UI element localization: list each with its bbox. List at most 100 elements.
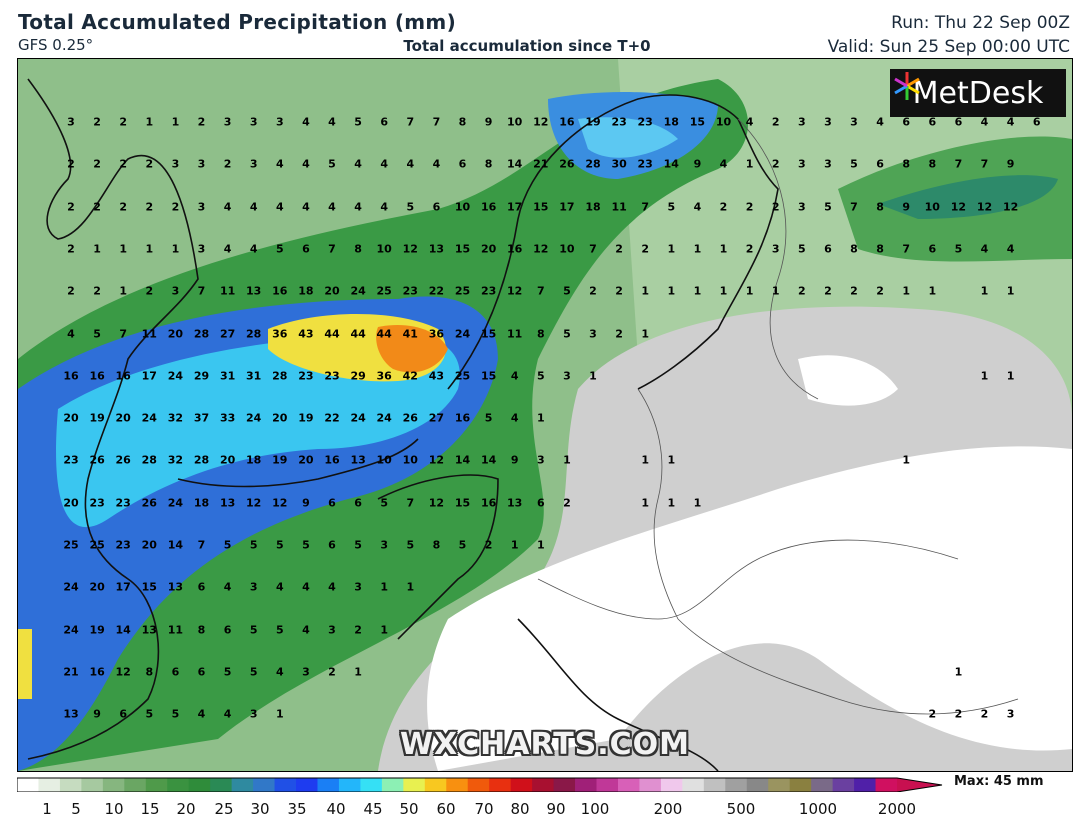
grid-value: 2 (223, 157, 232, 171)
legend-swatch (639, 778, 662, 792)
legend-colorbar (17, 777, 943, 792)
legend-swatch (59, 778, 82, 792)
grid-value: 1 (171, 242, 180, 256)
grid-value: 24 (350, 411, 366, 425)
grid-value: 12 (1002, 200, 1019, 214)
grid-value: 5 (824, 200, 832, 214)
grid-value: 10 (402, 453, 418, 467)
grid-value: 2 (589, 284, 597, 298)
grid-value: 18 (246, 453, 262, 467)
grid-value: 2 (119, 200, 128, 214)
grid-value: 3 (589, 327, 597, 340)
grid-value: 8 (432, 538, 441, 552)
legend-swatch (424, 778, 447, 792)
grid-value: 2 (615, 327, 623, 340)
grid-value: 4 (328, 580, 336, 594)
coastline-west (27, 78, 199, 760)
grid-value: 12 (428, 453, 445, 467)
grid-value: 36 (272, 327, 288, 340)
grid-value: 10 (715, 115, 732, 129)
legend-tick-label: 1000 (798, 800, 838, 818)
grid-value: 7 (328, 242, 336, 256)
grid-value: 2 (119, 157, 128, 171)
border-line-2 (737, 118, 819, 400)
grid-value: 13 (507, 496, 523, 510)
grid-value: 3 (797, 157, 806, 171)
grid-value: 5 (171, 707, 180, 721)
grid-value: 41 (402, 327, 418, 340)
grid-value: 3 (328, 623, 336, 637)
map-fields (18, 59, 1072, 771)
grid-value: 7 (902, 242, 911, 256)
grid-value: 11 (219, 284, 236, 298)
grid-value: 16 (324, 453, 340, 467)
precipitation-map: 3 2 2 1 1 2 3 3 3 4 4 5 6 7 7 8 9 10 12 16 19 23 23 18 15 10 4 2 3 3 3… (17, 58, 1073, 772)
grid-value: 4 (223, 242, 232, 256)
grid-value: 16 (89, 369, 105, 383)
grid-value: 2 (850, 284, 858, 298)
grid-value: 4 (197, 707, 206, 721)
legend-tick-label: 20 (176, 800, 196, 818)
grid-value: 7 (406, 115, 415, 129)
grid-value: 18 (585, 200, 601, 214)
legend-tick-label: 60 (436, 800, 456, 818)
grid-value: 14 (167, 538, 184, 552)
grid-value: 28 (193, 453, 210, 467)
grid-value: 3 (171, 157, 180, 171)
grid-value: 20 (141, 538, 157, 552)
legend-swatch (274, 778, 297, 792)
grid-value: 19 (272, 453, 288, 467)
grid-value: 3 (249, 115, 258, 129)
grid-value: 37 (193, 411, 210, 425)
grid-value: 24 (63, 623, 79, 637)
grid-value: 4 (354, 200, 362, 214)
watermark: WXCHARTS.COM (399, 727, 691, 762)
grid-value: 2 (928, 707, 937, 721)
grid-value: 15 (141, 580, 157, 594)
chart-title: Total Accumulated Precipitation (mm) (18, 10, 457, 34)
grid-value: 14 (663, 157, 679, 171)
grid-value: 1 (93, 242, 101, 256)
legend-tick-label: 30 (250, 800, 270, 818)
legend-swatch (596, 778, 619, 792)
grid-value: 5 (328, 157, 336, 171)
grid-value: 6 (328, 496, 336, 510)
grid-value: 10 (376, 453, 392, 467)
grid-value: 6 (171, 665, 180, 679)
grid-value: 19 (89, 623, 105, 637)
grid-value: 3 (249, 580, 258, 594)
grid-value: 20 (219, 453, 236, 467)
grid-value: 26 (402, 411, 418, 425)
grid-value: 2 (615, 284, 623, 298)
grid-value: 10 (559, 242, 575, 256)
legend-swatch (510, 778, 533, 792)
grid-value: 7 (641, 200, 650, 214)
legend-tick-label: 40 (326, 800, 346, 818)
grid-value: 8 (458, 115, 467, 129)
legend-swatch (296, 778, 318, 792)
grid-value: 7 (119, 327, 128, 340)
grid-value: 30 (611, 157, 627, 171)
grid-value: 2 (615, 242, 623, 256)
legend-swatch (489, 778, 512, 792)
grid-value: 5 (223, 665, 232, 679)
grid-value: 24 (246, 411, 262, 425)
grid-value: 9 (693, 157, 702, 171)
grid-value: 3 (824, 115, 832, 129)
legend-swatch (145, 778, 168, 792)
grid-value: 16 (63, 369, 79, 383)
border-line-1 (637, 388, 1019, 715)
legend-swatch (854, 778, 877, 792)
grid-value: 5 (406, 538, 415, 552)
grid-value: 13 (350, 453, 366, 467)
grid-value: 6 (302, 242, 310, 256)
grid-value: 9 (484, 115, 493, 129)
grid-value: 1 (1006, 369, 1015, 383)
grid-value: 3 (249, 707, 258, 721)
grid-value: 7 (850, 200, 858, 214)
legend-swatch (575, 778, 598, 792)
grid-value: 3 (249, 157, 258, 171)
grid-value: 4 (354, 157, 362, 171)
grid-value: 1 (119, 284, 128, 298)
grid-value: 20 (115, 411, 131, 425)
